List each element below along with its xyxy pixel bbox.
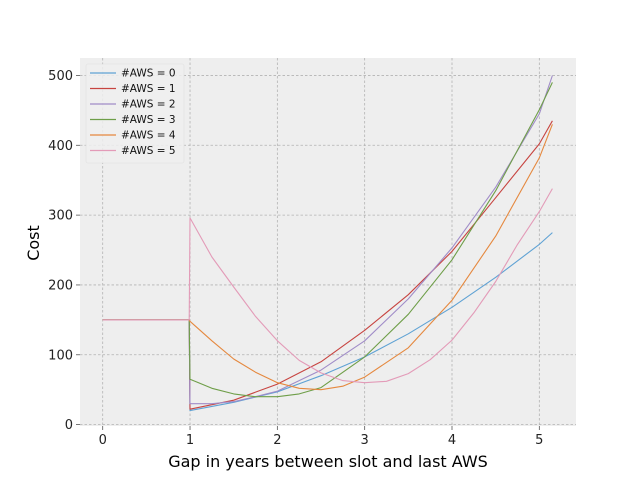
series-line-5 — [102, 188, 553, 384]
x-tick-label: 1 — [186, 433, 194, 448]
series-lines — [102, 75, 553, 412]
y-tick-label: 300 — [48, 209, 73, 224]
y-tick-label: 100 — [48, 348, 73, 363]
legend-label: #AWS = 1 — [121, 83, 176, 95]
legend-label: #AWS = 0 — [121, 68, 176, 80]
legend-label: #AWS = 2 — [121, 99, 176, 111]
y-tick-label: 200 — [48, 278, 73, 293]
x-tick-label: 5 — [535, 433, 543, 448]
y-tick-label: 500 — [48, 69, 73, 84]
x-tick-label: 2 — [273, 433, 281, 448]
x-tick-label: 0 — [99, 433, 107, 448]
legend: #AWS = 0 #AWS = 1 #AWS = 2 #AWS = 3 #AWS = 4… — [85, 63, 185, 164]
x-tick-label: 3 — [361, 433, 369, 448]
legend-label: #AWS = 4 — [121, 130, 176, 142]
x-axis-label: Gap in years between slot and last AWS — [168, 452, 488, 471]
y-tick-label: 400 — [48, 139, 73, 154]
axes: 0 1 2 3 4 5 0 100 200 300 400 500 — [48, 69, 543, 448]
x-tick-label: 4 — [448, 433, 456, 448]
legend-label: #AWS = 3 — [121, 114, 176, 126]
legend-label: #AWS = 5 — [121, 145, 176, 157]
y-axis-label: Cost — [24, 225, 43, 261]
y-tick-label: 0 — [65, 418, 73, 433]
